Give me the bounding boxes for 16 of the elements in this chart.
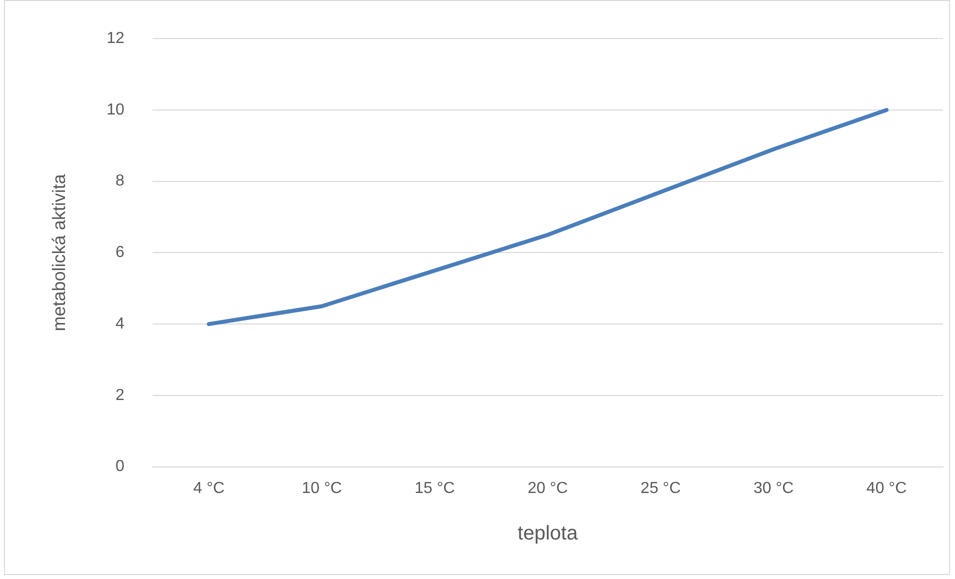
y-tick-label: 4 <box>115 315 124 332</box>
x-tick-label: 40 °C <box>866 480 907 497</box>
y-tick-label: 0 <box>115 458 124 476</box>
y-tick-label: 10 <box>106 101 124 118</box>
x-tick-label: 15 °C <box>414 480 455 497</box>
y-tick-label: 6 <box>115 244 124 262</box>
x-tick-label: 25 °C <box>640 480 681 497</box>
x-tick-label: 4 °C <box>193 480 225 497</box>
x-tick-label: 10 °C <box>302 480 342 497</box>
x-tick-label: 30 °C <box>753 480 794 497</box>
x-axis-title: teplota <box>518 522 579 545</box>
y-tick-label: 8 <box>115 172 124 190</box>
x-tick-label: 20 °C <box>528 480 568 497</box>
y-tick-label: 2 <box>115 386 124 404</box>
y-axis-title: metabolická aktivita <box>48 173 69 332</box>
y-tick-label: 12 <box>106 30 124 48</box>
